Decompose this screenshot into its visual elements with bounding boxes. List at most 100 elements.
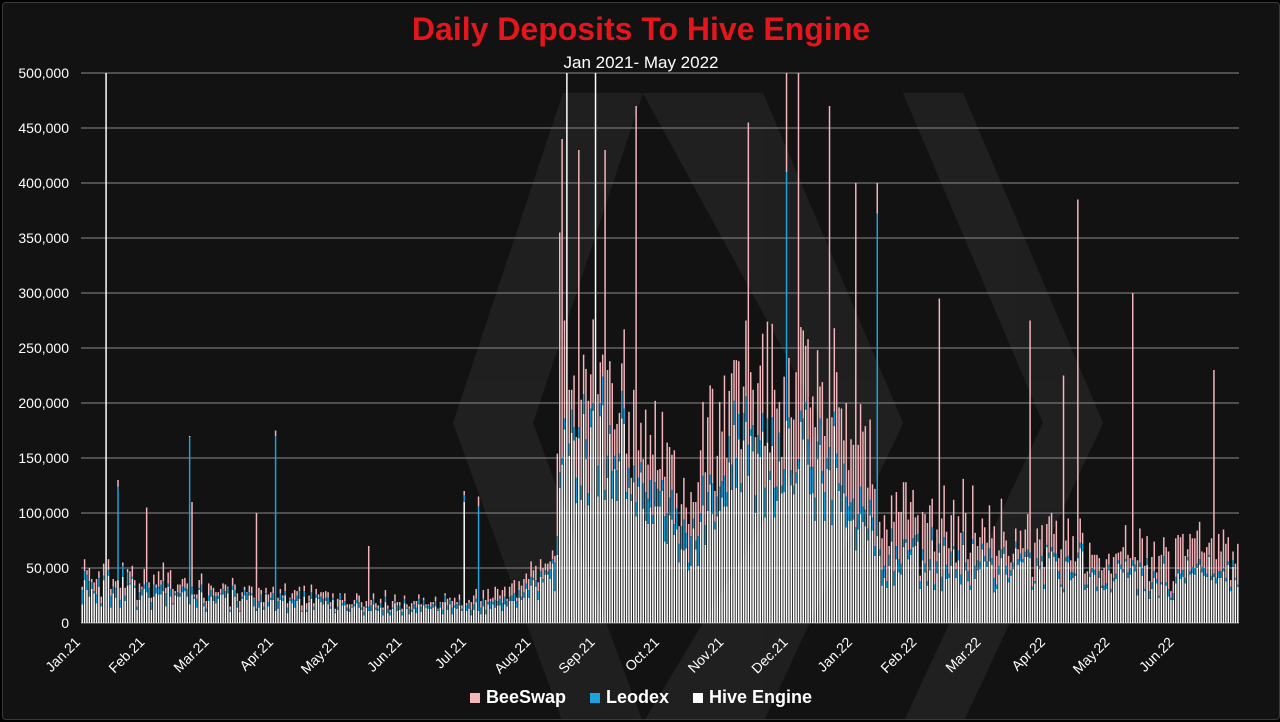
bar-leodex bbox=[1093, 570, 1096, 575]
bar-hive-engine bbox=[274, 610, 277, 623]
bar-hive-engine bbox=[785, 420, 788, 623]
bar-leodex bbox=[570, 409, 573, 433]
x-tick-label: Feb.21 bbox=[105, 634, 147, 676]
bar-leodex bbox=[1139, 562, 1141, 567]
bar-beeswap bbox=[334, 608, 337, 612]
bar-leodex bbox=[544, 570, 547, 575]
bar-leodex bbox=[1055, 553, 1058, 562]
bar-leodex bbox=[816, 441, 819, 460]
bar-leodex bbox=[513, 593, 516, 601]
bar-hive-engine bbox=[1022, 562, 1024, 623]
bar-leodex bbox=[609, 425, 611, 434]
bar-beeswap bbox=[680, 504, 683, 527]
bar-beeswap bbox=[730, 373, 733, 465]
bar-beeswap bbox=[771, 323, 773, 418]
bar-leodex bbox=[83, 571, 86, 581]
bar-hive-engine bbox=[219, 594, 222, 623]
bar-hive-engine bbox=[812, 493, 814, 623]
bar-hive-engine bbox=[358, 607, 360, 623]
bar-beeswap bbox=[477, 496, 480, 507]
bar-beeswap bbox=[520, 585, 523, 597]
x-tick-label: May.21 bbox=[297, 634, 340, 677]
bar-beeswap bbox=[1105, 559, 1108, 584]
bar-leodex bbox=[1010, 570, 1012, 576]
bar-beeswap bbox=[964, 513, 967, 563]
bar-leodex bbox=[647, 498, 649, 524]
bar-hive-engine bbox=[625, 498, 628, 623]
bar-beeswap bbox=[1160, 554, 1163, 583]
bar-beeswap bbox=[1022, 548, 1024, 560]
bar-hive-engine bbox=[124, 601, 126, 623]
bar-leodex bbox=[623, 408, 625, 424]
bar-leodex bbox=[1067, 555, 1070, 563]
bar-hive-engine bbox=[1026, 557, 1029, 623]
bar-leodex bbox=[1155, 579, 1158, 584]
bar-leodex bbox=[191, 586, 193, 595]
bar-hive-engine bbox=[983, 561, 986, 623]
bar-leodex bbox=[289, 598, 291, 601]
bar-hive-engine bbox=[308, 602, 310, 623]
bar-beeswap bbox=[217, 592, 220, 596]
bar-hive-engine bbox=[153, 596, 155, 623]
bar-leodex bbox=[272, 593, 274, 600]
bar-leodex bbox=[439, 603, 442, 608]
bar-beeswap bbox=[1067, 518, 1070, 556]
bar-beeswap bbox=[1110, 573, 1112, 589]
bar-hive-engine bbox=[523, 597, 525, 623]
bar-beeswap bbox=[1232, 551, 1234, 561]
bar-beeswap bbox=[387, 605, 389, 609]
bar-beeswap bbox=[432, 602, 434, 605]
bar-beeswap bbox=[523, 579, 525, 593]
bar-hive-engine bbox=[1115, 579, 1117, 623]
bar-beeswap bbox=[114, 581, 117, 588]
bar-leodex bbox=[425, 606, 427, 608]
bar-beeswap bbox=[406, 604, 408, 608]
bar-leodex bbox=[241, 596, 243, 599]
bar-beeswap bbox=[227, 586, 229, 588]
bar-hive-engine bbox=[738, 439, 740, 623]
bar-beeswap bbox=[239, 601, 241, 611]
bar-beeswap bbox=[1146, 536, 1148, 559]
bar-beeswap bbox=[752, 389, 754, 425]
bar-leodex bbox=[1160, 582, 1163, 585]
bar-hive-engine bbox=[924, 572, 926, 623]
bar-hive-engine bbox=[1105, 588, 1108, 623]
bar-hive-engine bbox=[697, 565, 699, 623]
bar-beeswap bbox=[399, 602, 401, 606]
bar-hive-engine bbox=[678, 562, 680, 623]
bar-beeswap bbox=[606, 370, 609, 456]
bar-beeswap bbox=[788, 357, 790, 418]
bar-hive-engine bbox=[112, 593, 114, 623]
bar-leodex bbox=[838, 483, 840, 491]
bar-leodex bbox=[334, 612, 337, 614]
bar-hive-engine bbox=[1017, 564, 1019, 623]
bar-leodex bbox=[573, 427, 575, 441]
bar-leodex bbox=[821, 471, 824, 484]
bar-leodex bbox=[895, 546, 898, 560]
bar-hive-engine bbox=[675, 529, 678, 623]
bar-hive-engine bbox=[317, 598, 320, 623]
bar-beeswap bbox=[749, 372, 752, 430]
bar-leodex bbox=[224, 591, 227, 598]
bar-leodex bbox=[391, 607, 394, 609]
bar-beeswap bbox=[802, 330, 804, 419]
bar-beeswap bbox=[86, 570, 88, 575]
bar-leodex bbox=[537, 591, 539, 600]
bar-leodex bbox=[468, 603, 470, 609]
bar-beeswap bbox=[1165, 547, 1167, 583]
bar-leodex bbox=[807, 439, 809, 465]
bar-leodex bbox=[964, 562, 967, 571]
bar-leodex bbox=[690, 536, 692, 566]
bar-hive-engine bbox=[1093, 574, 1096, 623]
y-tick-label: 0 bbox=[61, 615, 69, 631]
bar-leodex bbox=[876, 213, 879, 537]
bar-beeswap bbox=[1091, 554, 1093, 568]
bar-beeswap bbox=[184, 577, 186, 588]
bar-leodex bbox=[850, 502, 852, 521]
bar-leodex bbox=[704, 525, 707, 545]
bar-hive-engine bbox=[382, 615, 384, 623]
bar-hive-engine bbox=[568, 455, 571, 623]
bar-leodex bbox=[1146, 558, 1148, 565]
bar-beeswap bbox=[1210, 538, 1213, 576]
bar-hive-engine bbox=[721, 497, 723, 623]
